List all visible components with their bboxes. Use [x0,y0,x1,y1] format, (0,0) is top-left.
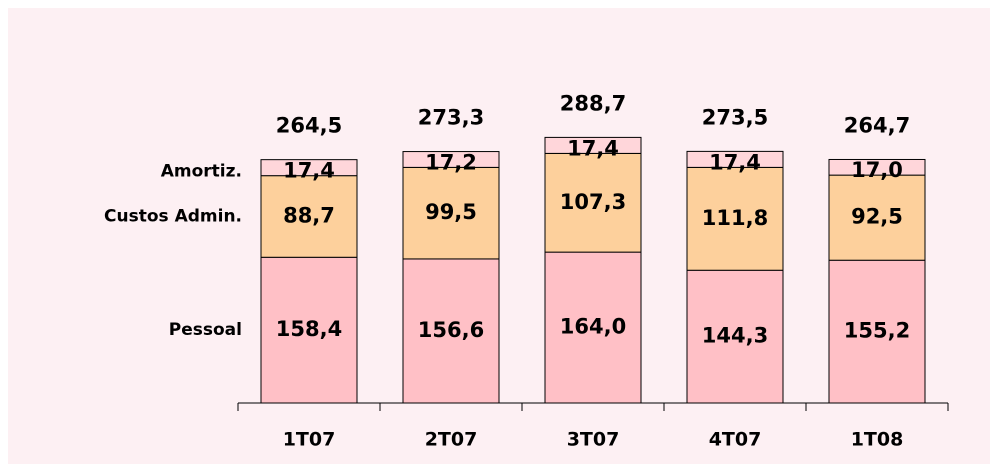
value-label: 155,2 [844,319,910,343]
x-tick-label: 4T07 [709,429,762,451]
total-label: 273,3 [418,106,484,130]
bar-segment [828,259,926,404]
value-label: 158,4 [276,317,342,341]
value-label: 17,4 [567,136,619,160]
series-label: Custos Admin. [104,206,242,226]
value-label: 92,5 [851,205,903,229]
bar-segment [544,136,642,154]
bar-segment [828,174,926,261]
bar-segment [544,152,642,253]
value-label: 17,4 [709,150,761,174]
bar-segment [544,251,642,404]
value-label: 99,5 [425,200,477,224]
series-label: Pessoal [169,320,242,340]
bar-segment [402,166,500,260]
value-label: 111,8 [702,206,768,230]
x-tick-label: 1T08 [851,429,904,451]
total-label: 264,5 [276,114,342,138]
value-label: 164,0 [560,315,626,339]
series-label: Amortiz. [161,162,242,182]
value-label: 144,3 [702,324,768,348]
value-label: 17,2 [425,150,477,174]
value-label: 17,0 [851,158,903,182]
total-label: 288,7 [560,91,626,115]
bar-segment [402,151,500,168]
value-label: 107,3 [560,190,626,214]
bar-segment [260,159,358,177]
x-tick-label: 1T07 [283,429,336,451]
bar-segment [686,150,784,168]
bar-segment [828,158,926,176]
value-label: 156,6 [418,318,484,342]
x-tick-label: 3T07 [567,429,620,451]
value-label: 88,7 [283,203,335,227]
value-label: 17,4 [283,159,335,183]
x-tick-label: 2T07 [425,429,478,451]
bar-segment [686,166,784,271]
bar-segment [260,175,358,258]
total-label: 264,7 [844,113,910,137]
total-label: 273,5 [702,105,768,129]
